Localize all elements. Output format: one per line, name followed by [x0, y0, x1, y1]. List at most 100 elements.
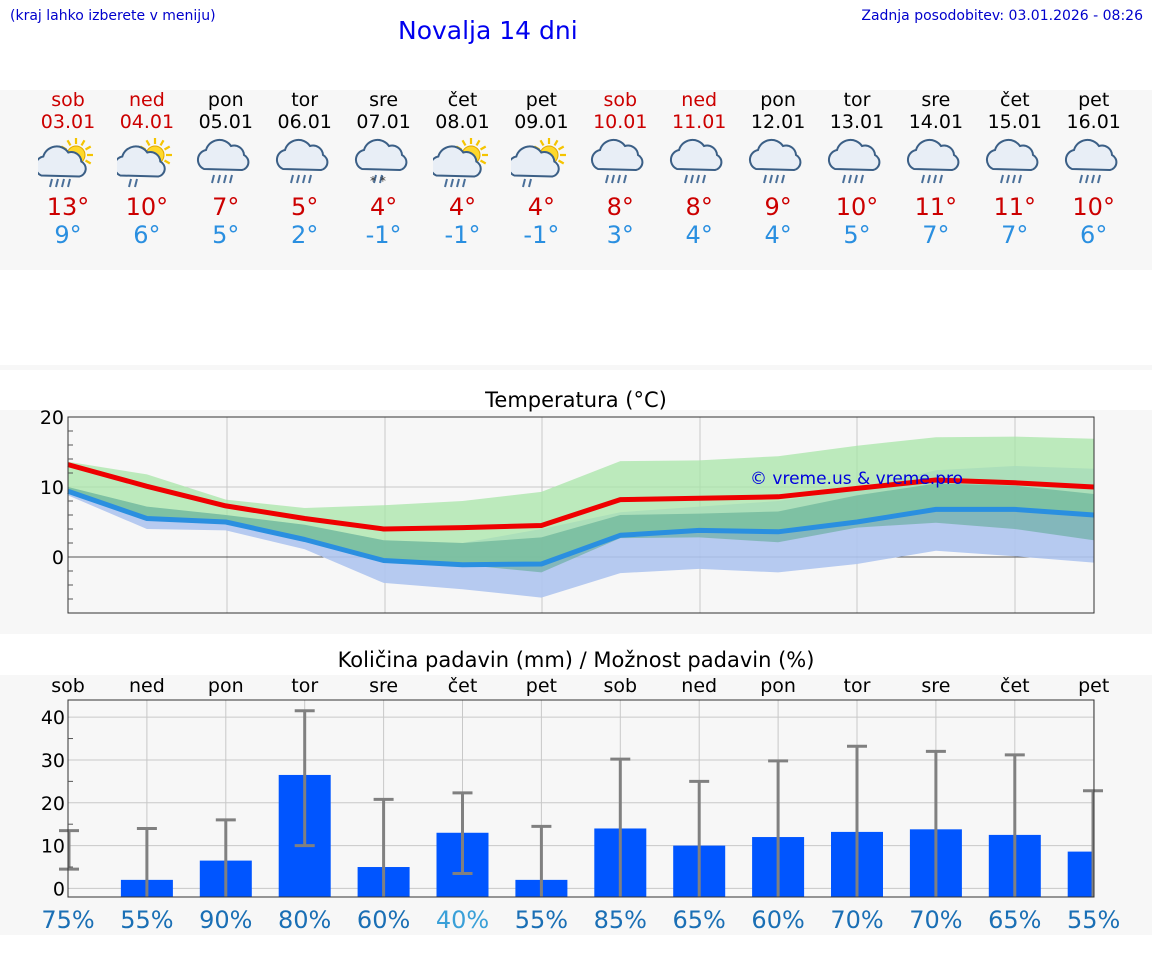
day-label: ned [129, 675, 165, 697]
day-label: sob [51, 675, 85, 697]
min-temp-line [67, 488, 1094, 568]
day-name: sre [369, 89, 399, 111]
temperature-chart: 0 10 20 © vreme.us & vreme.pro [40, 407, 1095, 614]
day-date: 05.01 [198, 111, 253, 133]
day-name: pon [760, 89, 796, 111]
day-date: 09.01 [514, 111, 569, 133]
temp-min: 4° [685, 221, 713, 249]
day-name: pet [525, 89, 557, 111]
day-label: sre [921, 675, 950, 697]
precip-probability: 55% [1067, 906, 1120, 934]
cloud-rain-icon [591, 138, 644, 184]
precip-probability: 70% [909, 906, 962, 934]
temp-chart-title: Temperatura (°C) [485, 388, 667, 412]
day-label: čet [448, 675, 478, 697]
forecast-band [0, 90, 1152, 270]
plot-frame [67, 699, 1095, 898]
precip-probability: 85% [594, 906, 647, 934]
precip-probability: 60% [357, 906, 410, 934]
temp-max: 4° [448, 193, 477, 221]
precip-probability: 40% [436, 906, 489, 934]
band-overlap [68, 483, 1094, 573]
cloud-rain-icon [670, 138, 723, 184]
day-name: tor [291, 89, 319, 111]
day-date: 15.01 [987, 111, 1042, 133]
forecast-day: tor 06.01 5° 2° [265, 89, 345, 249]
forecast-day: sob 03.01 13° 9° [28, 89, 108, 249]
forecast-days: sob 03.01 13° 9° ned 04.01 10° 6° pon 05.01 7° 5° to… [0, 89, 1152, 269]
day-date: 07.01 [356, 111, 411, 133]
temp-max: 7° [212, 193, 240, 221]
day-date: 10.01 [593, 111, 648, 133]
day-date: 16.01 [1066, 111, 1121, 133]
temp-min: 7° [922, 221, 950, 249]
temp-min: 3° [606, 221, 634, 249]
day-date: 06.01 [277, 111, 332, 133]
forecast-day: čet 15.01 11° 7° [975, 89, 1055, 249]
sun-cloud-light-rain-icon [511, 138, 567, 188]
precip-probability: 90% [199, 906, 252, 934]
cloud-sleet-icon: * * [354, 138, 408, 188]
page-title: Novalja 14 dni [398, 16, 578, 45]
temp-max: 10° [1072, 193, 1115, 221]
cloud-rain-icon [906, 138, 960, 184]
forecast-day: sob 10.01 8° 3° [580, 89, 660, 249]
day-name: sre [921, 89, 951, 111]
day-name: ned [128, 89, 165, 111]
y-tick-label: 10 [40, 477, 64, 499]
temp-max: 5° [291, 193, 319, 221]
precip-chart-title: Količina padavin (mm) / Možnost padavin … [337, 648, 815, 672]
day-label: tor [291, 675, 318, 697]
day-name: sob [603, 89, 638, 111]
day-name: pon [207, 89, 244, 111]
temp-min: 9° [54, 221, 82, 249]
last-updated: Zadnja posodobitev: 03.01.2026 - 08:26 [861, 8, 1143, 24]
max-temp-line [67, 462, 1094, 532]
cloud-rain-icon [1064, 138, 1118, 184]
sun-cloud-rain-icon [432, 138, 488, 188]
day-name: čet [447, 89, 478, 111]
day-name: pet [1078, 89, 1110, 111]
forecast-day: pet 16.01 10° 6° [1054, 89, 1134, 249]
temp-max: 10° [835, 193, 879, 221]
day-date: 12.01 [750, 111, 806, 133]
watermark: © vreme.us & vreme.pro [750, 469, 963, 489]
temp-min: 6° [133, 221, 161, 249]
temp-max: 13° [46, 193, 90, 221]
day-name: sob [51, 89, 85, 111]
cloud-rain-icon [196, 138, 250, 184]
temp-max: 9° [764, 193, 792, 221]
forecast-day: ned 11.01 8° 4° [659, 89, 739, 249]
forecast-day: pet 09.01 4° -1° [501, 89, 581, 249]
precip-probability: 65% [988, 906, 1041, 934]
day-date: 04.01 [119, 111, 175, 133]
cloud-rain-icon [827, 138, 881, 184]
cloud-rain-icon [275, 138, 329, 184]
day-date: 11.01 [671, 111, 727, 133]
day-label: pon [208, 675, 244, 697]
precipitation-chart: sob ned pon tor sre čet pet sob ned pon tor sre čet p… [41, 675, 1121, 934]
cloud-rain-icon [985, 138, 1039, 184]
spacer-band [0, 365, 1152, 370]
sun-cloud-light-rain-icon [116, 138, 172, 188]
temp-min: -1° [444, 221, 481, 249]
temp-min: 7° [1001, 221, 1029, 249]
day-name: čet [1000, 89, 1030, 111]
forecast-day: pon 12.01 9° 4° [738, 89, 818, 249]
forecast-day: sre 14.01 11° 7° [896, 89, 976, 249]
day-label: ned [681, 675, 717, 697]
day-date: 13.01 [829, 111, 885, 133]
temp-max: 8° [606, 193, 634, 221]
y-tick-label: 30 [41, 750, 65, 772]
day-name: ned [681, 89, 718, 111]
precip-probability: 55% [515, 906, 568, 934]
forecast-day: ned 04.01 10° 6° [107, 89, 187, 249]
temp-min: 4° [764, 221, 792, 249]
cloud-rain-icon [749, 138, 802, 184]
y-tick-label: 0 [53, 878, 65, 900]
day-label: sre [369, 675, 398, 697]
day-label: čet [1000, 675, 1030, 697]
forecast-day: pon 05.01 7° 5° [186, 89, 266, 249]
day-label: sob [604, 675, 638, 697]
day-date: 08.01 [435, 111, 490, 133]
